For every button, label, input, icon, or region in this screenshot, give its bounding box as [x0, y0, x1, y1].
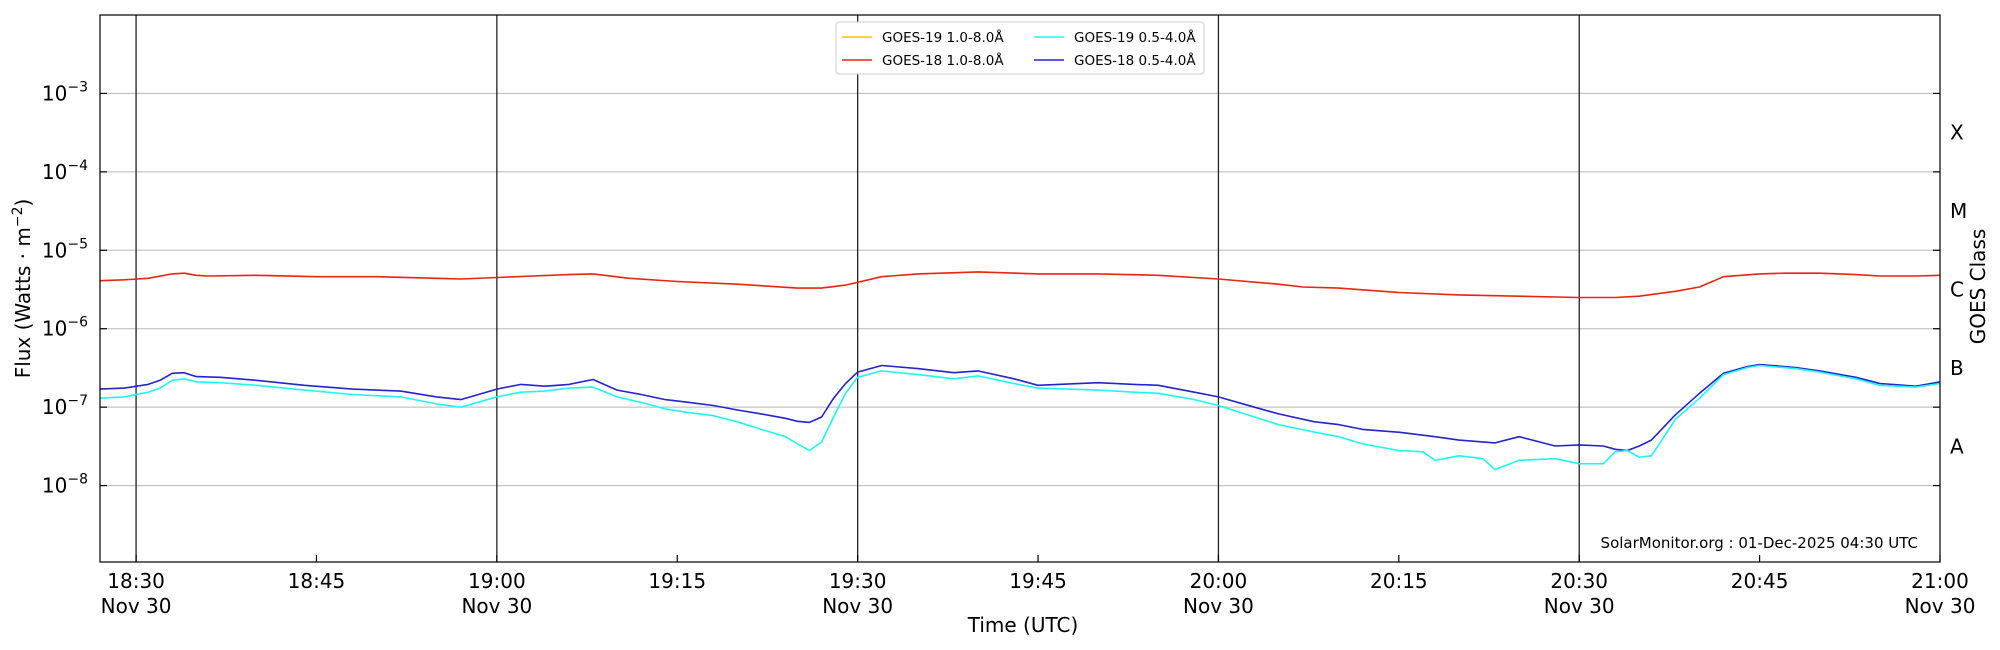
series-line-3: [99, 363, 1941, 452]
y-tick-label: 10−3: [42, 79, 88, 105]
plot-frame: [99, 14, 1941, 563]
goes-class-labels: A B C M X: [1950, 121, 1967, 459]
series-line-2: [99, 364, 1941, 471]
goes-class-label: A: [1950, 434, 1964, 458]
legend: GOES-19 1.0-8.0Å GOES-18 1.0-8.0Å GOES-19 …: [835, 21, 1205, 75]
x-tick-label: 20:30: [1550, 569, 1608, 593]
legend-label: GOES-18 0.5-4.0Å: [1074, 52, 1196, 69]
watermark-text: SolarMonitor.org : 01-Dec-2025 04:30 UTC: [1601, 534, 1918, 552]
goes-class-label: M: [1950, 199, 1967, 223]
x-tick-date-label: Nov 30: [1544, 594, 1615, 618]
legend-label: GOES-19 0.5-4.0Å: [1074, 29, 1196, 46]
x-tick-label: 19:30: [829, 569, 887, 593]
x-tick-date-label: Nov 30: [461, 594, 532, 618]
goes-class-label: B: [1950, 356, 1964, 380]
x-tick-date-label: Nov 30: [101, 594, 172, 618]
y-tick-label: 10−4: [42, 158, 88, 184]
x-tick-label: 20:00: [1190, 569, 1248, 593]
goes-class-label: C: [1950, 278, 1964, 302]
x-tick-label: 20:15: [1370, 569, 1428, 593]
series-layer: [99, 271, 1941, 471]
legend-label: GOES-19 1.0-8.0Å: [882, 29, 1004, 46]
series-line-1: [99, 271, 1941, 299]
x-axis-title: Time (UTC): [967, 613, 1079, 637]
y-tick-label: 10−6: [42, 315, 88, 341]
y-tick-label: 10−5: [42, 236, 88, 262]
x-tick-date-label: Nov 30: [1905, 594, 1976, 618]
x-tick-label: 19:00: [468, 569, 526, 593]
x-tick-label: 19:45: [1009, 569, 1067, 593]
x-tick-label: 20:45: [1731, 569, 1789, 593]
y-axis-title: Flux (Watts · m−2): [10, 199, 35, 379]
goes-class-label: X: [1950, 121, 1964, 145]
x-tick-label: 21:00: [1911, 569, 1969, 593]
y-axis-title-exponent: −2: [10, 207, 26, 228]
x-tick-date-label: Nov 30: [822, 594, 893, 618]
legend-label: GOES-18 1.0-8.0Å: [882, 52, 1004, 69]
x-tick-date-label: Nov 30: [1183, 594, 1254, 618]
grid-layer: [100, 92, 1940, 487]
x-tick-label: 18:45: [288, 569, 346, 593]
vertical-markers: [135, 15, 1580, 562]
y-tick-label: 10−8: [42, 472, 88, 498]
legend-box: [835, 21, 1205, 75]
x-tick-label: 19:15: [648, 569, 706, 593]
goes-class-axis-title: GOES Class: [1966, 229, 1990, 345]
x-tick-label: 18:30: [107, 569, 165, 593]
y-tick-label: 10−7: [42, 393, 88, 419]
